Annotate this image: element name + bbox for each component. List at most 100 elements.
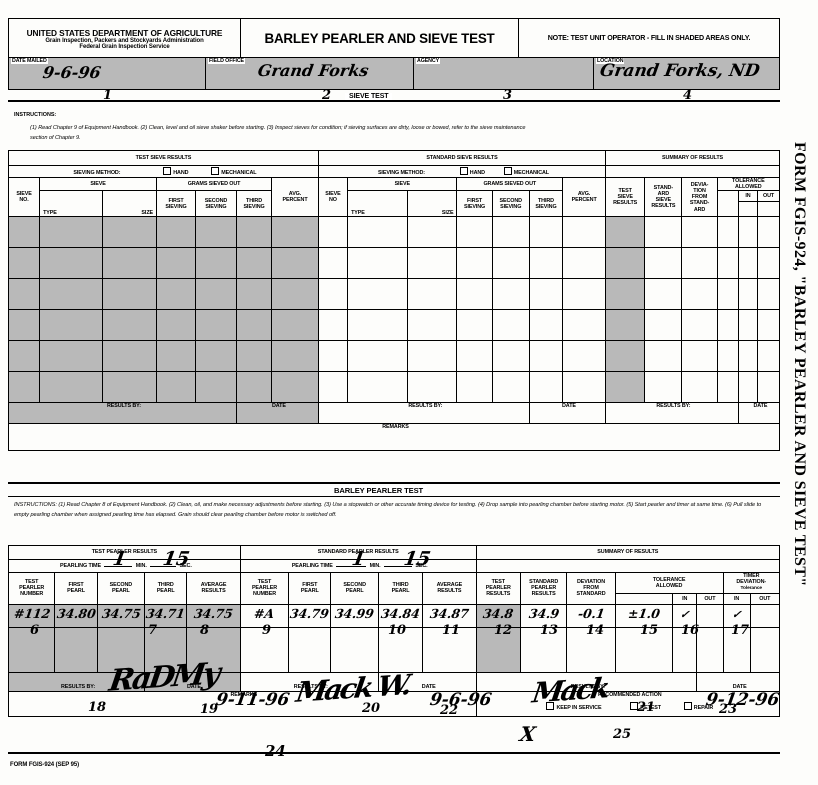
cell-std-avg[interactable] [562,247,607,280]
cell-test-second[interactable] [194,278,237,311]
cell-test-second[interactable] [194,340,237,373]
std-pearling-time-cell[interactable]: PEARLING TIME MIN. SEC. [239,559,477,573]
blank-test-first-pearl[interactable] [54,626,98,673]
cell-test-second[interactable] [194,309,237,342]
cell-std-second[interactable] [491,278,530,311]
cell-sum-test[interactable] [605,216,646,249]
sieve-std-results-by[interactable]: RESULTS BY: [317,402,530,425]
cell-test-size[interactable] [102,278,158,311]
cell-test-first[interactable] [156,371,196,404]
cell-std-third[interactable] [528,278,564,311]
pearler-test-date[interactable]: DATE [144,671,241,692]
cell-sum-tol[interactable] [716,340,739,373]
cell-sum-dev[interactable] [681,247,718,280]
cell-sum-tol[interactable] [716,247,739,280]
cell-test-type[interactable] [39,278,104,311]
cell-test-third[interactable] [235,371,273,404]
sieve-test-date[interactable]: DATE [235,402,319,425]
cell-test-avg[interactable] [271,247,319,280]
cell-test-third[interactable] [235,278,273,311]
sieve-test-results-by[interactable]: RESULTS BY: [8,402,237,425]
table-row[interactable] [7,247,780,280]
cell-test-size[interactable] [102,340,158,373]
cell-std-second[interactable] [491,309,530,342]
pearler-summary-date[interactable]: DATE [696,671,780,692]
table-row[interactable] [7,278,780,311]
blank-summary-test[interactable] [475,626,521,673]
value-test-pearler-number[interactable]: #112 [7,603,56,628]
cell-sum-dev[interactable] [681,371,718,404]
value-test-first-pearl[interactable]: 34.80 [54,603,98,628]
cell-test-first[interactable] [156,247,196,280]
test-pearling-time-cell[interactable]: PEARLING TIME MIN. SEC. [8,559,241,573]
agency-field[interactable]: AGENCY [413,58,593,89]
blank-test-third-pearl[interactable] [144,626,188,673]
cell-std-type[interactable] [347,309,408,342]
std-method-hand-checkbox[interactable] [459,166,468,175]
cell-sum-dev[interactable] [681,278,718,311]
cell-test-first[interactable] [156,278,196,311]
cell-test-sieve-no[interactable] [7,371,41,404]
cell-std-first[interactable] [456,309,493,342]
pearler-test-results-by[interactable]: RESULTS BY: [7,671,146,692]
cell-std-type[interactable] [347,371,408,404]
value-deviation-from-standard[interactable]: -0.1 [566,603,616,628]
cell-std-type[interactable] [347,216,408,249]
cell-sum-test[interactable] [605,309,646,342]
cell-test-size[interactable] [102,309,158,342]
cell-std-sieve-no[interactable] [317,247,349,280]
std-method-mechanical-checkbox[interactable] [503,166,512,175]
cell-std-third[interactable] [528,309,564,342]
cell-sum-dev[interactable] [681,309,718,342]
cell-test-third[interactable] [235,309,273,342]
blank-summary-std[interactable] [519,626,568,673]
cell-sum-tol[interactable] [716,216,739,249]
cell-test-second[interactable] [194,247,237,280]
value-tolerance-out[interactable] [696,603,724,628]
table-row[interactable] [7,371,780,404]
cell-std-first[interactable] [456,278,493,311]
cell-test-sieve-no[interactable] [7,216,41,249]
cell-std-avg[interactable] [562,216,607,249]
test-method-hand-checkbox[interactable] [163,166,172,175]
cell-test-size[interactable] [102,216,158,249]
cell-test-type[interactable] [39,247,104,280]
cell-sum-test[interactable] [605,340,646,373]
cell-test-third[interactable] [235,340,273,373]
cell-sum-test[interactable] [605,278,646,311]
cell-test-third[interactable] [235,247,273,280]
cell-std-sieve-no[interactable] [317,371,349,404]
cell-std-first[interactable] [456,371,493,404]
field-office-field[interactable]: FIELD OFFICE Grand Forks [205,58,413,89]
cell-std-second[interactable] [491,340,530,373]
cell-sum-tol[interactable] [716,309,739,342]
cell-std-first[interactable] [456,216,493,249]
table-row[interactable] [7,216,780,249]
value-test-third-pearl[interactable]: 34.71 [144,603,188,628]
cell-std-second[interactable] [491,216,530,249]
sieve-std-date[interactable]: DATE [528,402,607,425]
cell-std-sieve-no[interactable] [317,278,349,311]
cell-test-type[interactable] [39,309,104,342]
cell-std-sieve-no[interactable] [317,309,349,342]
cell-sum-std[interactable] [644,247,683,280]
cell-sum-in[interactable] [737,371,759,404]
date-mailed-field[interactable]: DATE MAILED 9-6-96 [9,58,205,89]
cell-test-type[interactable] [39,340,104,373]
cell-std-sieve-no[interactable] [317,340,349,373]
test-method-mechanical-checkbox[interactable] [211,166,220,175]
cell-std-second[interactable] [491,247,530,280]
cell-test-third[interactable] [235,216,273,249]
cell-sum-in[interactable] [737,216,759,249]
pearler-blank-row[interactable] [7,626,781,673]
blank-timer-out[interactable] [749,626,781,673]
cell-test-sieve-no[interactable] [7,309,41,342]
cell-sum-test[interactable] [605,247,646,280]
pearler-remarks[interactable]: REMARKS [8,690,477,717]
cell-std-sieve-no[interactable] [317,216,349,249]
cell-test-avg[interactable] [271,278,319,311]
cell-std-type[interactable] [347,278,408,311]
cell-test-avg[interactable] [271,216,319,249]
cell-sum-in[interactable] [737,309,759,342]
sieve-summary-results-by[interactable]: RESULTS BY: [605,402,739,425]
